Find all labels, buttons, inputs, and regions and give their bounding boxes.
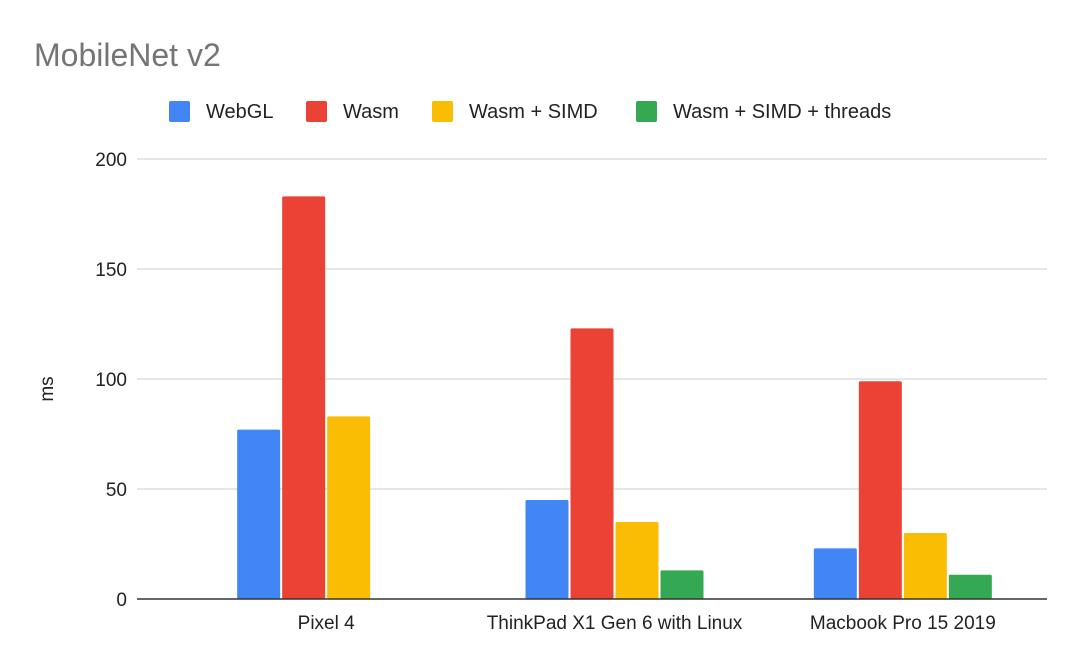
y-tick-label: 200: [95, 150, 127, 171]
bar-wasm-simd-1: [327, 416, 371, 599]
legend-swatch-wasm: [306, 101, 327, 122]
bar-wasm-1: [282, 196, 326, 599]
bar-webgl-3: [813, 548, 857, 599]
y-tick-label: 50: [106, 480, 127, 501]
legend-label-webgl: WebGL: [206, 101, 273, 123]
bar-wasm-2: [570, 328, 614, 599]
y-tick-label: 0: [116, 590, 127, 611]
bar-wasm-simd-threads-3: [948, 574, 992, 599]
legend-swatch-wasm-simd-threads: [636, 101, 657, 122]
legend-swatch-wasm-simd: [432, 101, 453, 122]
y-axis-title: ms: [37, 376, 58, 401]
x-axis-labels: Pixel 4 ThinkPad X1 Gen 6 with Linux Macbo…: [298, 613, 996, 634]
y-tick-label: 150: [95, 260, 127, 281]
y-tick-label: 100: [95, 370, 127, 391]
legend-label-wasm: Wasm: [343, 101, 399, 123]
chart-title: MobileNet v2: [34, 37, 221, 73]
bars: [237, 196, 992, 599]
legend-swatch-webgl: [169, 101, 190, 122]
legend-label-wasm-simd: Wasm + SIMD: [469, 101, 598, 123]
legend: WebGL Wasm Wasm + SIMD Wasm + SIMD + thread…: [169, 101, 891, 123]
bar-wasm-simd-2: [615, 522, 659, 599]
bar-wasm-3: [858, 381, 902, 599]
legend-label-wasm-simd-threads: Wasm + SIMD + threads: [673, 101, 891, 123]
bar-webgl-1: [237, 429, 281, 599]
bar-webgl-2: [525, 500, 569, 599]
x-category-label: Macbook Pro 15 2019: [810, 613, 996, 634]
y-axis-ticks: 0 50 100 150 200: [95, 150, 127, 611]
x-category-label: Pixel 4: [298, 613, 355, 634]
bar-wasm-simd-threads-2: [660, 570, 704, 599]
x-category-label: ThinkPad X1 Gen 6 with Linux: [487, 613, 743, 634]
bar-wasm-simd-3: [903, 533, 947, 599]
